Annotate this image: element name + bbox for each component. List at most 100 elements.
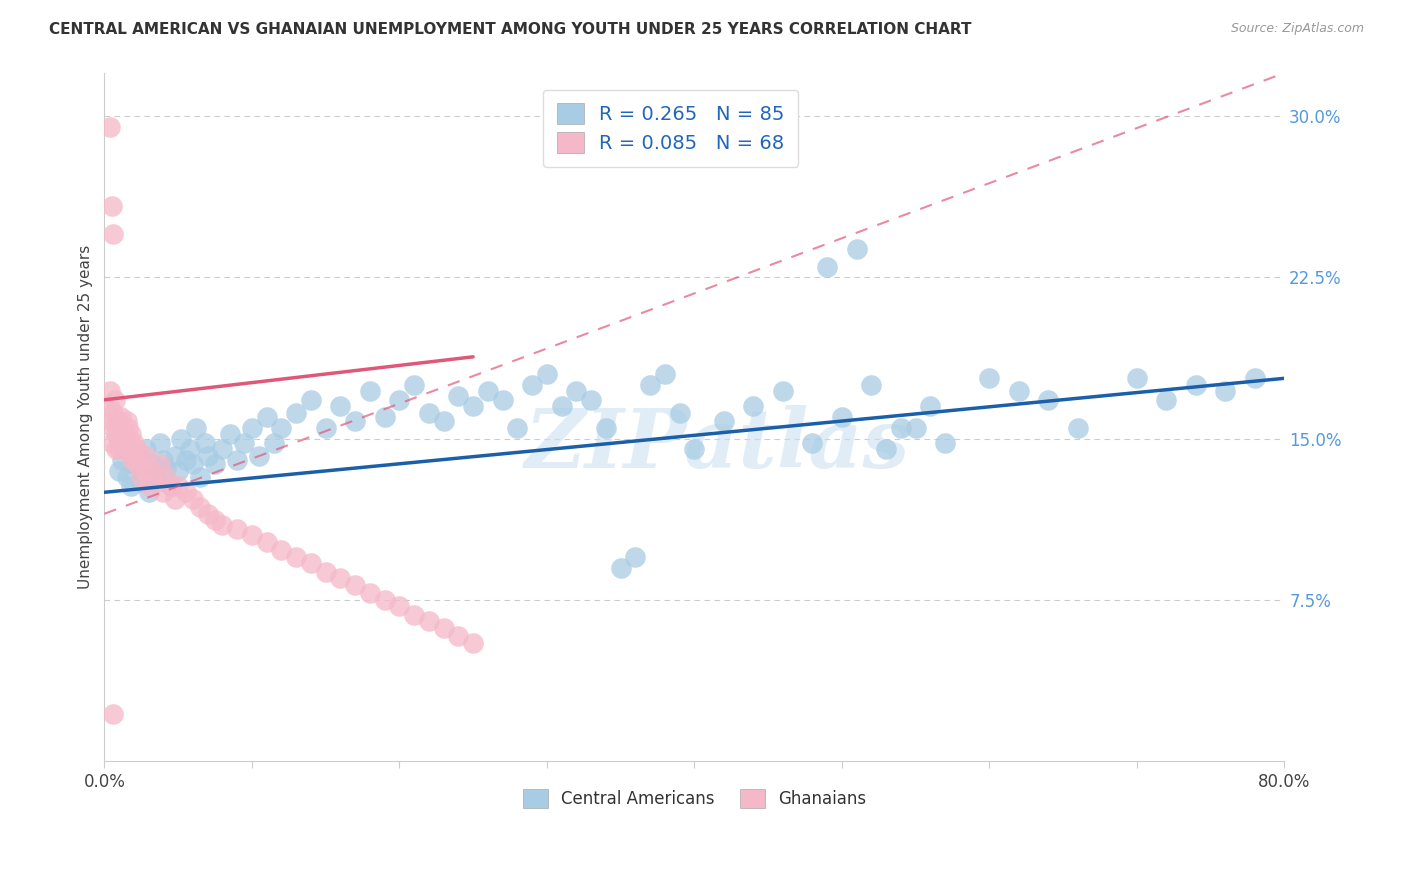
Point xyxy=(129,475,152,489)
Point xyxy=(233,435,256,450)
Point xyxy=(114,442,136,457)
Point xyxy=(165,491,187,506)
Point xyxy=(125,458,148,472)
Point xyxy=(103,227,125,242)
Point xyxy=(129,470,152,484)
Point xyxy=(141,458,163,472)
Point xyxy=(713,414,735,428)
Point xyxy=(218,427,240,442)
Point xyxy=(315,421,337,435)
Point xyxy=(344,578,367,592)
Point xyxy=(934,435,956,450)
Point xyxy=(595,421,617,435)
Point xyxy=(359,586,381,600)
Point xyxy=(115,414,138,428)
Point xyxy=(845,242,868,256)
Point xyxy=(174,485,197,500)
Point xyxy=(105,442,128,457)
Point xyxy=(388,392,411,407)
Point xyxy=(181,491,204,506)
Point xyxy=(103,406,125,420)
Point xyxy=(138,485,160,500)
Point xyxy=(256,410,278,425)
Point xyxy=(115,470,138,484)
Point xyxy=(226,522,249,536)
Point xyxy=(120,442,142,457)
Point xyxy=(433,414,456,428)
Point xyxy=(159,479,181,493)
Point xyxy=(155,470,177,484)
Point xyxy=(152,453,174,467)
Point xyxy=(256,534,278,549)
Point xyxy=(152,485,174,500)
Point xyxy=(285,549,308,564)
Point xyxy=(97,399,120,413)
Point xyxy=(122,458,145,472)
Point xyxy=(979,371,1001,385)
Point xyxy=(104,392,127,407)
Point xyxy=(860,377,883,392)
Point xyxy=(188,470,211,484)
Point xyxy=(1156,392,1178,407)
Point xyxy=(118,435,141,450)
Point xyxy=(550,399,572,413)
Point xyxy=(772,384,794,399)
Point xyxy=(270,421,292,435)
Point xyxy=(329,571,352,585)
Point xyxy=(491,392,513,407)
Point xyxy=(359,384,381,399)
Point xyxy=(240,528,263,542)
Point xyxy=(329,399,352,413)
Point xyxy=(155,461,177,475)
Text: Source: ZipAtlas.com: Source: ZipAtlas.com xyxy=(1230,22,1364,36)
Point xyxy=(1185,377,1208,392)
Point xyxy=(112,427,135,442)
Point xyxy=(418,406,440,420)
Point xyxy=(105,427,128,442)
Point xyxy=(129,453,152,467)
Point xyxy=(270,543,292,558)
Point xyxy=(638,377,661,392)
Point xyxy=(204,513,226,527)
Point xyxy=(374,592,396,607)
Point xyxy=(247,449,270,463)
Point xyxy=(120,427,142,442)
Point xyxy=(1067,421,1090,435)
Text: CENTRAL AMERICAN VS GHANAIAN UNEMPLOYMENT AMONG YOUTH UNDER 25 YEARS CORRELATION: CENTRAL AMERICAN VS GHANAIAN UNEMPLOYMEN… xyxy=(49,22,972,37)
Point xyxy=(117,421,139,435)
Point xyxy=(103,706,125,721)
Point xyxy=(624,549,647,564)
Point xyxy=(111,435,134,450)
Point xyxy=(447,388,470,402)
Point xyxy=(138,479,160,493)
Point xyxy=(461,399,484,413)
Point xyxy=(204,458,226,472)
Point xyxy=(149,435,172,450)
Point xyxy=(299,392,322,407)
Point xyxy=(98,120,121,134)
Point xyxy=(374,410,396,425)
Point xyxy=(565,384,588,399)
Point xyxy=(579,392,602,407)
Point xyxy=(404,377,426,392)
Point xyxy=(404,607,426,622)
Point xyxy=(299,556,322,570)
Point xyxy=(506,421,529,435)
Point xyxy=(108,432,131,446)
Point xyxy=(801,435,824,450)
Point xyxy=(211,517,233,532)
Point xyxy=(108,464,131,478)
Point xyxy=(344,414,367,428)
Point xyxy=(188,500,211,515)
Point xyxy=(285,406,308,420)
Y-axis label: Unemployment Among Youth under 25 years: Unemployment Among Youth under 25 years xyxy=(79,245,93,589)
Point xyxy=(418,615,440,629)
Point xyxy=(668,406,690,420)
Point xyxy=(167,479,190,493)
Point xyxy=(1038,392,1060,407)
Point xyxy=(100,199,122,213)
Point xyxy=(108,442,131,457)
Point xyxy=(433,621,456,635)
Point xyxy=(815,260,838,274)
Point xyxy=(197,507,219,521)
